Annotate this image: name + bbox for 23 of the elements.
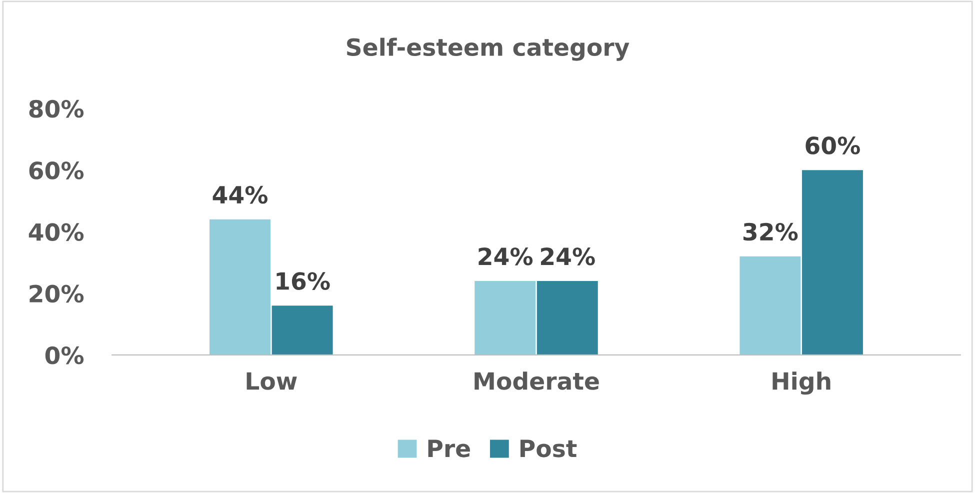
- x-tick-label: High: [772, 372, 830, 395]
- bar: [802, 170, 863, 355]
- y-tick-label: 60%: [29, 162, 84, 180]
- data-label: 44%: [212, 186, 268, 204]
- data-label: 24%: [541, 247, 595, 266]
- bar: [740, 256, 801, 355]
- data-label: 16%: [276, 272, 330, 290]
- bar: [536, 281, 598, 355]
- y-tick-label: 0%: [45, 346, 84, 364]
- data-label: 32%: [744, 222, 798, 241]
- legend-label: Pre: [428, 440, 470, 458]
- y-tick-label: 40%: [28, 223, 84, 242]
- y-tick-label: 80%: [29, 100, 84, 118]
- bar: [272, 306, 333, 355]
- y-tick-label: 20%: [30, 284, 84, 303]
- x-tick-label: Low: [246, 372, 297, 390]
- legend-label: Post: [520, 440, 577, 458]
- data-label: 24%: [478, 247, 533, 266]
- chart-title: Self-esteem category: [347, 38, 630, 61]
- data-label: 60%: [806, 136, 860, 154]
- bar: [474, 281, 536, 355]
- x-tick-label: Moderate: [474, 372, 599, 390]
- bar: [210, 219, 271, 355]
